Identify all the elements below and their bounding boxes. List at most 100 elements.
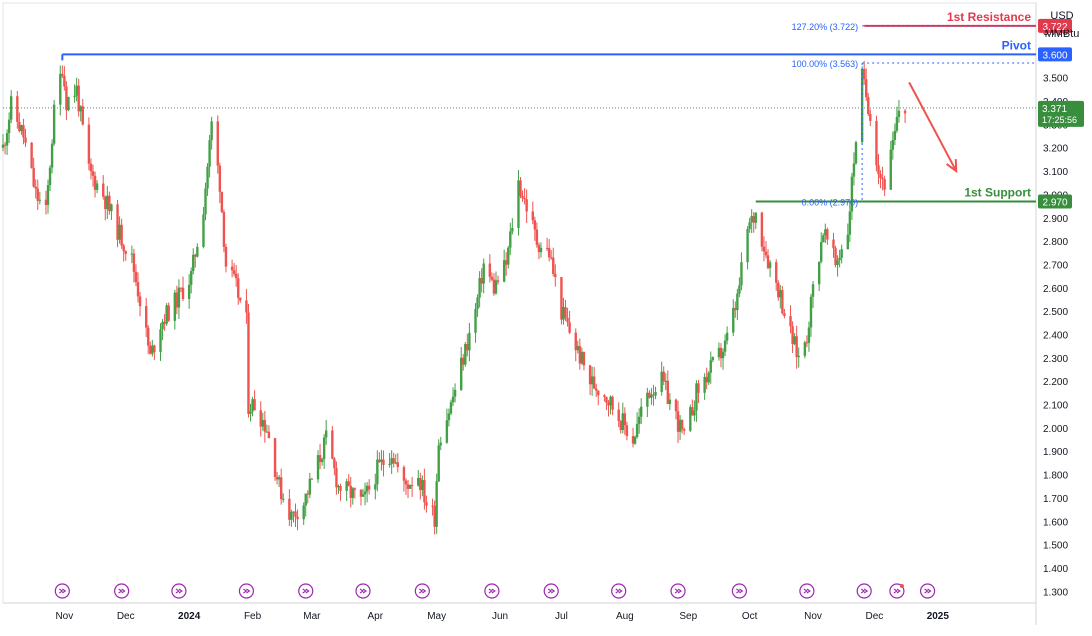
candle-body	[134, 271, 138, 283]
candle-body	[151, 345, 154, 354]
candle-body	[862, 68, 866, 80]
candle-body	[535, 229, 539, 245]
candle-body	[237, 278, 240, 298]
candle-body	[482, 263, 485, 284]
candle-body	[750, 216, 753, 223]
candle-body	[552, 257, 555, 274]
candle-body	[646, 392, 649, 407]
countdown-text: 17:25:56	[1042, 115, 1077, 125]
candle-body	[883, 179, 886, 190]
candle-body	[433, 506, 436, 527]
x-tick-label: Dec	[117, 611, 135, 622]
candle-body	[431, 505, 434, 507]
candle-body	[697, 383, 700, 393]
candle-body	[637, 416, 641, 424]
candle-body	[202, 214, 205, 247]
candle-body	[805, 342, 809, 344]
candle-body	[124, 251, 127, 254]
candle-body	[181, 287, 185, 299]
candle-body	[554, 273, 557, 278]
candle-body	[662, 371, 665, 382]
candle-body	[24, 137, 27, 143]
candle-body	[161, 321, 164, 330]
candle-body	[20, 125, 23, 132]
candle-body	[259, 410, 262, 427]
candle-body	[635, 423, 639, 437]
y-tick-label: 2.800	[1043, 237, 1068, 248]
candle-body	[153, 345, 156, 352]
unit-label[interactable]: MMBtu	[1044, 28, 1080, 40]
candle-body	[36, 188, 39, 201]
candle-body	[693, 410, 696, 416]
candle-body	[419, 477, 422, 491]
candle-body	[621, 413, 624, 431]
candle-body	[163, 321, 166, 324]
candle-body	[34, 186, 37, 189]
candle-body	[104, 196, 107, 210]
candle-body	[44, 199, 48, 206]
candle-body	[507, 247, 510, 265]
fib-label: 127.20% (3.722)	[792, 22, 859, 32]
candle-body	[222, 212, 226, 247]
candle-body	[793, 336, 796, 345]
candle-body	[122, 245, 125, 252]
candle-body	[302, 505, 305, 520]
candle-body	[807, 327, 811, 343]
candle-body	[173, 292, 177, 321]
candle-body	[378, 459, 381, 462]
candle-body	[666, 380, 670, 404]
candle-body	[869, 113, 872, 121]
currency-label[interactable]: USD	[1050, 10, 1074, 22]
candle-body	[192, 254, 195, 272]
candle-body	[736, 293, 739, 311]
candle-body	[380, 459, 383, 462]
time-axis[interactable]: Nov Dec 2024 Feb Mar Apr May Jun Jul Aug Sep Oct Nov…	[55, 611, 949, 622]
candle-body	[351, 488, 354, 498]
event-marker-icon	[114, 583, 130, 599]
candle-body	[746, 229, 749, 263]
candle-body	[1, 144, 5, 148]
candle-body	[136, 282, 140, 297]
level-price-badge	[1038, 18, 1072, 33]
candle-body	[820, 242, 823, 262]
candle-body	[791, 326, 794, 345]
candle-body	[781, 290, 784, 314]
candle-body	[138, 296, 142, 307]
candle-body	[253, 399, 256, 411]
candle-body	[318, 455, 322, 463]
candle-body	[590, 376, 594, 385]
candle-body	[881, 178, 884, 180]
candle-body	[423, 480, 426, 503]
candle-body	[476, 297, 479, 309]
candle-body	[682, 429, 686, 431]
levels-layer: 1st Resistance Pivot 1st Support	[3, 10, 1036, 203]
candle-body	[550, 257, 553, 259]
candle-body	[478, 277, 481, 298]
candle-body	[349, 485, 352, 498]
candle-body	[144, 306, 148, 328]
candle-body	[496, 280, 500, 282]
candle-body	[417, 477, 420, 486]
candle-body	[30, 142, 33, 168]
candle-body	[294, 511, 297, 517]
candle-body	[390, 458, 393, 464]
candle-body	[709, 360, 712, 373]
candle-body	[234, 273, 238, 279]
candle-body	[775, 262, 778, 283]
candle-body	[149, 345, 152, 354]
candle-body	[719, 347, 723, 359]
candle-body	[490, 276, 494, 280]
x-tick-label: Jun	[492, 611, 508, 622]
candle-body	[216, 121, 219, 166]
event-marker-icon	[484, 583, 500, 599]
candle-body	[674, 399, 678, 412]
y-tick-label: 3.500	[1043, 74, 1068, 85]
candle-body	[691, 407, 694, 416]
candle-body	[597, 390, 600, 396]
candle-body	[789, 316, 792, 327]
y-tick-label: 1.300	[1043, 587, 1068, 598]
candle-body	[488, 263, 492, 277]
candle-body	[288, 498, 291, 520]
event-markers	[54, 583, 936, 599]
